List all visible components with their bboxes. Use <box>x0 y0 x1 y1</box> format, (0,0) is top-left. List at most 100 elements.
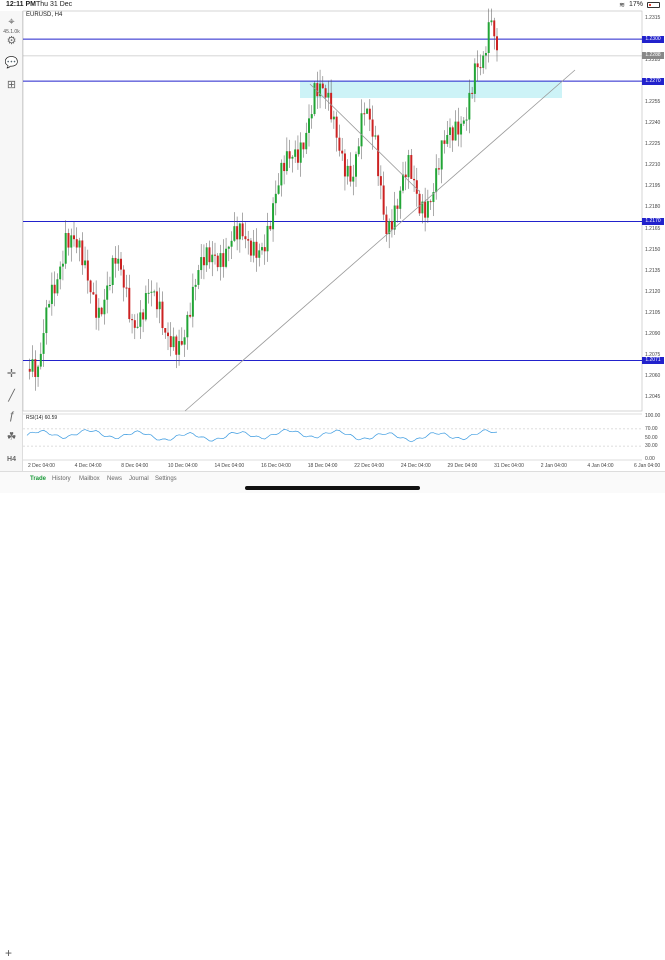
candle-body <box>45 307 48 334</box>
candle-body <box>222 253 225 267</box>
candle-body <box>189 314 192 317</box>
candle-body <box>200 257 203 271</box>
candle-body <box>125 287 128 289</box>
candle-body <box>368 108 371 120</box>
brush-settings-icon[interactable]: ⚙ <box>6 35 17 47</box>
candle-body <box>50 284 53 304</box>
candle-body <box>305 132 308 150</box>
candle-body <box>194 284 197 287</box>
candle-body <box>205 247 208 266</box>
tab-settings[interactable]: Settings <box>155 476 177 482</box>
time-axis-label: 6 Jan 04:00 <box>634 463 661 469</box>
crosshair-zoom-icon[interactable]: ⌖ <box>8 16 15 28</box>
candle-body <box>89 280 92 293</box>
price-tag: 1.2288 <box>642 52 664 60</box>
candle-body <box>393 205 396 230</box>
candle-body <box>128 287 131 320</box>
candle-body <box>172 336 175 348</box>
candle-body <box>269 225 272 230</box>
candle-body <box>97 307 100 318</box>
tab-journal[interactable]: Journal <box>129 476 149 482</box>
candle-body <box>164 328 167 333</box>
candle-body <box>319 83 322 97</box>
add-indicator-icon[interactable]: ⊞ <box>6 79 17 91</box>
candle-body <box>263 247 266 252</box>
candle-body <box>180 341 183 345</box>
candle-body <box>216 255 219 268</box>
candle-body <box>446 134 449 144</box>
candle-body <box>31 359 34 372</box>
tab-trade[interactable]: Trade <box>30 476 47 482</box>
candle-body <box>421 201 424 214</box>
price-axis-label: 1.2150 <box>645 246 661 253</box>
drawing-line-icon[interactable]: ╱ <box>8 390 15 402</box>
candle-body <box>454 121 457 141</box>
price-axis-label: 1.2195 <box>645 183 661 190</box>
time-axis-label: 29 Dec 04:00 <box>447 463 478 469</box>
timeframe-button[interactable]: H4 <box>7 456 16 463</box>
function-icon[interactable]: ƒ <box>8 410 15 422</box>
candle-body <box>139 312 142 327</box>
candle-body <box>388 221 391 235</box>
price-axis-label: 1.2165 <box>645 225 661 232</box>
candle-body <box>236 226 239 240</box>
candle-body <box>70 235 73 248</box>
candle-body <box>460 123 463 135</box>
add-icon[interactable]: + <box>5 946 13 960</box>
candle-body <box>349 165 352 182</box>
candle-body <box>291 156 294 159</box>
time-axis-label: 2 Jan 04:00 <box>540 463 567 469</box>
candle-body <box>355 154 357 177</box>
indicators-icon[interactable]: ☘ <box>6 431 17 443</box>
time-axis-label: 18 Dec 04:00 <box>307 463 338 469</box>
tab-mailbox[interactable]: Mailbox <box>79 476 100 482</box>
candle-body <box>244 236 247 240</box>
candle-body <box>75 239 78 248</box>
chart-symbol: EURUSD, H4 <box>26 12 63 18</box>
candle-body <box>155 291 158 310</box>
price-axis-label: 1.2210 <box>645 162 661 169</box>
candle-body <box>53 284 56 294</box>
tab-news[interactable]: News <box>107 476 123 482</box>
price-axis-label: 1.2075 <box>645 351 661 358</box>
candle-body <box>360 113 363 147</box>
candle-body <box>482 55 485 68</box>
candle-body <box>106 285 109 300</box>
candle-body <box>266 225 269 252</box>
price-axis-label: 1.2180 <box>645 204 661 211</box>
status-date: Thu 31 Dec <box>36 1 73 8</box>
tab-history[interactable]: History <box>52 476 71 482</box>
candle-body <box>142 312 145 320</box>
candle-body <box>167 332 169 337</box>
candle-body <box>255 241 258 258</box>
candle-body <box>219 253 222 268</box>
candle-body <box>382 185 385 215</box>
candle-body <box>283 162 286 172</box>
candle-body <box>42 333 45 354</box>
candle-body <box>457 121 460 135</box>
candles <box>28 8 498 391</box>
candle-body <box>86 260 89 281</box>
price-chart[interactable] <box>0 0 665 493</box>
candle-body <box>81 240 84 266</box>
candle-body <box>366 108 369 114</box>
candle-body <box>183 337 186 345</box>
candle-body <box>214 254 216 256</box>
rsi-axis-label: 0.00 <box>645 456 655 462</box>
candle-body <box>404 174 407 178</box>
price-tag: 1.2170 <box>642 218 664 226</box>
battery-percent: 17% <box>628 1 643 8</box>
candle-body <box>473 63 476 94</box>
time-axis-label: 31 Dec 04:00 <box>494 463 524 469</box>
rsi-panel <box>23 428 642 447</box>
trendlines <box>184 69 576 412</box>
time-axis-label: 2 Dec 04:00 <box>28 463 55 469</box>
candle-body <box>374 135 377 137</box>
crosshair-icon[interactable]: ✛ <box>6 368 17 380</box>
candle-body <box>443 140 446 144</box>
candle-body <box>197 270 200 285</box>
candle-body <box>84 260 87 266</box>
candle-body <box>296 149 299 163</box>
candle-body <box>280 162 283 186</box>
chat-bubble-icon[interactable]: 💬 <box>4 57 19 69</box>
